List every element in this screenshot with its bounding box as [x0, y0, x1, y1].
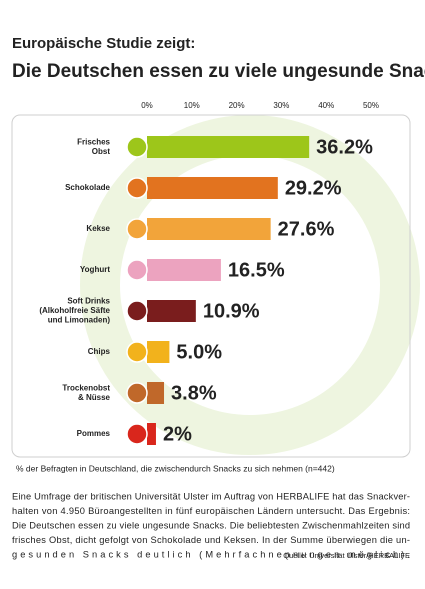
y-tick-label: Schokolade — [65, 183, 110, 192]
bar — [147, 218, 271, 240]
snack-icon — [126, 300, 148, 322]
chart-title: Die Deutschen essen zu viele ungesunde S… — [12, 61, 425, 82]
body-text: Die Deutschen essen zu viele ungesunde S… — [12, 520, 410, 530]
bar — [147, 259, 221, 281]
x-tick-label: 0% — [141, 101, 153, 110]
footnote: % der Befragten in Deutschland, die zwis… — [16, 463, 335, 473]
y-tick-label: Pommes — [77, 429, 111, 438]
x-tick-label: 50% — [363, 101, 379, 110]
snack-icon — [126, 382, 148, 404]
snack-icon — [126, 177, 148, 199]
y-tick-label: Frisches Obst — [77, 137, 110, 156]
snack-icon — [126, 136, 148, 158]
snack-icon — [126, 423, 148, 445]
body-text: frisches Obst, dicht gefolgt von Schokol… — [12, 535, 410, 545]
y-tick-label: Yoghurt — [80, 265, 110, 274]
snack-icon — [126, 341, 148, 363]
x-tick-label: 40% — [318, 101, 334, 110]
value-label: 5.0% — [176, 341, 222, 363]
value-label: 10.9% — [203, 300, 260, 322]
value-label: 36.2% — [316, 136, 373, 158]
value-label: 3.8% — [171, 382, 217, 404]
value-label: 16.5% — [228, 259, 285, 281]
watermark — [80, 115, 420, 455]
snack-icon — [126, 259, 148, 281]
body-text: halten von 4.950 Büroangestellten in fün… — [12, 506, 410, 516]
y-tick-label: Trockenobst & Nüsse — [62, 383, 110, 402]
x-tick-label: 20% — [229, 101, 245, 110]
bar — [147, 382, 165, 404]
value-label: 2% — [163, 423, 192, 445]
bar — [147, 341, 170, 363]
body-text: Eine Umfrage der britischen Universität … — [12, 491, 410, 501]
body-text: gesunden Snacks deutlich (Mehrfachnennun… — [12, 549, 410, 559]
bar — [147, 177, 278, 199]
value-label: 27.6% — [278, 218, 335, 240]
y-tick-label: Kekse — [86, 224, 110, 233]
chart-frame — [11, 114, 411, 458]
chart-subtitle: Europäische Studie zeigt: — [12, 35, 195, 52]
y-tick-label: Chips — [88, 347, 111, 356]
source: Quelle: Universität Ulster/HERBALIFE — [283, 551, 410, 560]
bar — [147, 300, 196, 322]
x-tick-label: 30% — [273, 101, 289, 110]
value-label: 29.2% — [285, 177, 342, 199]
y-tick-label: Soft Drinks (Alkoholfreie Säfte und Limona… — [39, 297, 110, 325]
x-tick-label: 10% — [184, 101, 200, 110]
snack-icon — [126, 218, 148, 240]
bar — [147, 423, 156, 445]
bar — [147, 136, 310, 158]
